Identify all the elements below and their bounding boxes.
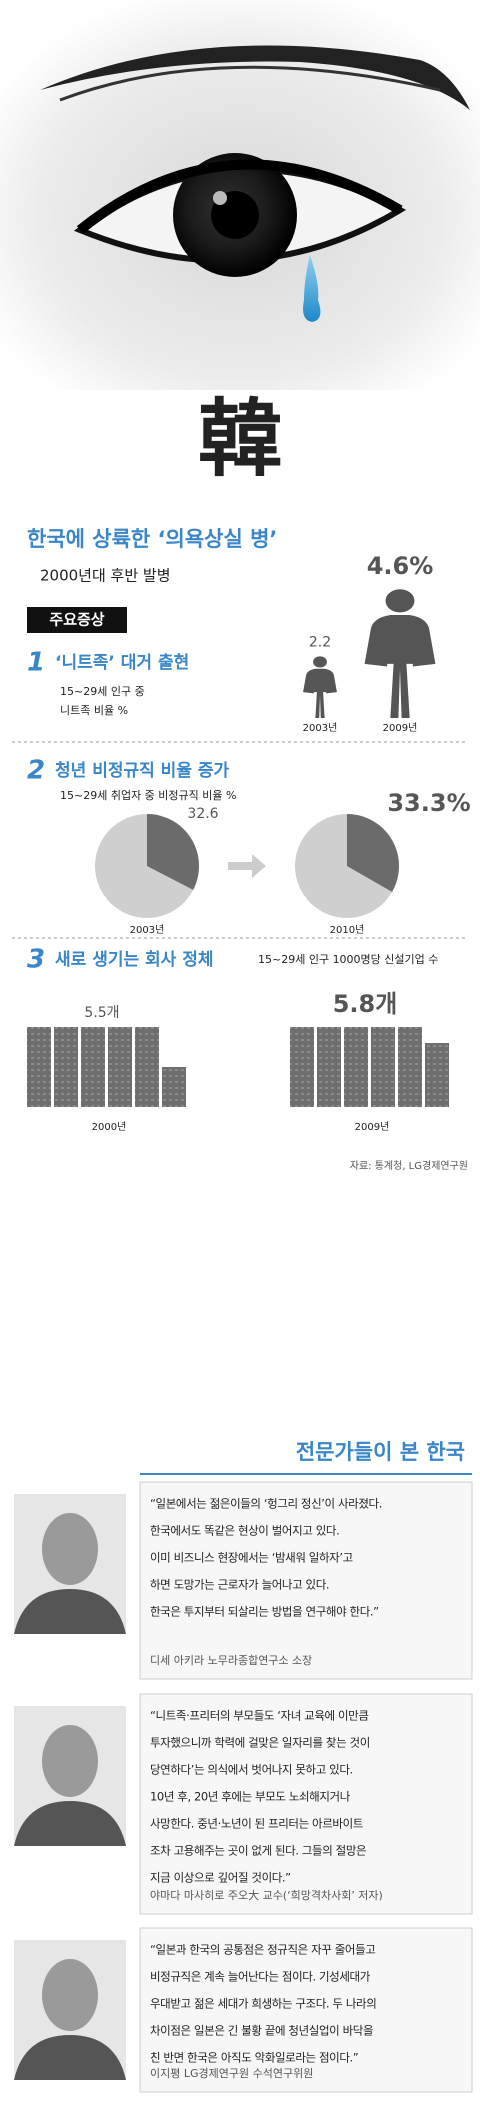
person-figure [364, 589, 436, 718]
section-subtitle: 15~29세 인구 1000명당 신설기업 수 [258, 953, 438, 966]
experts-title: 전문가들이 본 한국 [296, 1440, 465, 1464]
building [317, 1027, 341, 1107]
quote-line: “일본과 한국의 공통점은 정규직은 자꾸 줄어들고 [150, 1943, 375, 1957]
expert-card: “일본에서는 젊은이들의 ‘헝그리 정신’이 사라졌다. 한국에서도 똑같은 현상… [14, 1481, 473, 1680]
building [344, 1027, 368, 1107]
building [27, 1027, 51, 1107]
portrait-body [14, 1801, 126, 1846]
building [54, 1027, 78, 1107]
symptoms-box [27, 607, 127, 633]
section-subtitle: 15~29세 인구 중 [60, 685, 145, 698]
section-title: 청년 비정규직 비율 증가 [55, 760, 230, 781]
building [371, 1027, 395, 1107]
quote-box [139, 1481, 473, 1680]
portrait-head [42, 1513, 98, 1585]
source: 자료: 통계청, LG경제연구원 [350, 1159, 468, 1172]
quote-line: 이미 비즈니스 현장에서는 ‘밤새워 일하자’고 [150, 1551, 353, 1565]
value-label: 32.6 [187, 806, 218, 822]
category-label: 2000년 [92, 1121, 127, 1133]
building [398, 1027, 422, 1107]
quote-line: 친 반면 한국은 아직도 악화일로라는 점이다.” [150, 2051, 358, 2065]
eye-illustration [0, 0, 480, 390]
building [108, 1027, 132, 1107]
expert-name: 야마다 마사히로 주오大 교수(‘희망격차사회’ 저자) [150, 1888, 383, 1902]
quote-box [139, 1927, 473, 2093]
quote-line: 한국에서도 똑같은 현상이 벌어지고 있다. [150, 1524, 339, 1538]
section-title: 새로 생기는 회사 정체 [55, 950, 214, 970]
quote-line: 우대받고 젊은 세대가 희생하는 구조다. 두 나라의 [150, 1997, 376, 2011]
building [81, 1027, 105, 1107]
portrait-body [14, 1589, 126, 1634]
value-label: 5.8개 [333, 990, 398, 1018]
quote-line: 당연하다’는 의식에서 벗어나지 못하고 있다. [150, 1763, 353, 1777]
value-label: 2.2 [309, 634, 331, 650]
expert-name: 이지평 LG경제연구원 수석연구위원 [150, 2067, 313, 2080]
category-label: 2010년 [330, 924, 365, 936]
building [290, 1027, 314, 1107]
portrait-head [42, 1959, 98, 2031]
value-label: 5.5개 [84, 1005, 119, 1021]
section-number: 1 [27, 648, 45, 678]
value-label: 33.3% [387, 789, 470, 817]
section-subtitle: 15~29세 취업자 중 비정규직 비율 % [60, 789, 236, 802]
category-label: 2009년 [383, 722, 418, 734]
quote-box [139, 1693, 473, 1915]
building [135, 1027, 159, 1107]
quote-line: 10년 후, 20년 후에는 부모도 노쇠해지거나 [150, 1790, 351, 1804]
quote-line: “일본에서는 젊은이들의 ‘헝그리 정신’이 사라졌다. [150, 1497, 382, 1511]
quote-line: 조차 고용해주는 곳이 없게 된다. 그들의 절망은 [150, 1844, 366, 1858]
section-title: ‘니트족’ 대거 출현 [55, 653, 189, 673]
section-number: 2 [27, 756, 45, 786]
subtitle: 2000년대 후반 발병 [40, 567, 171, 585]
pie-slice [347, 814, 400, 892]
symptoms-label: 주요증상 [49, 611, 104, 629]
quote-line: “니트족·프리터의 부모들도 ‘자녀 교육에 이만큼 [150, 1709, 369, 1723]
title: 한국에 상륙한 ‘의욕상실 병’ [27, 527, 277, 551]
quote-line: 하면 도망가는 근로자가 늘어나고 있다. [150, 1578, 329, 1592]
title-char: 韓 [198, 390, 282, 488]
quote-line: 지금 이상으로 깊어질 것이다.” [150, 1871, 291, 1885]
quote-line: 투자했으니까 학력에 걸맞은 일자리를 찾는 것이 [150, 1736, 370, 1750]
arrow [228, 854, 266, 878]
person-figure [303, 656, 337, 718]
quote-line: 한국은 투지부터 되살리는 방법을 연구해야 한다.” [150, 1605, 379, 1619]
section-subtitle: 니트족 비율 % [60, 704, 128, 717]
quote-line: 사망한다. 중년·노년이 된 프리터는 아르바이트 [150, 1817, 363, 1831]
value-label: 4.6% [367, 552, 434, 580]
pie-slice [147, 814, 199, 890]
portrait-body [14, 2035, 126, 2080]
quote-line: 비정규직은 계속 늘어난다는 점이다. 기성세대가 [150, 1970, 371, 1984]
expert-name: 디세 아키라 노무라종합연구소 소장 [150, 1654, 312, 1667]
building [425, 1043, 449, 1107]
building [162, 1067, 186, 1107]
category-label: 2003년 [130, 924, 165, 936]
portrait-head [42, 1725, 98, 1797]
section-number: 3 [27, 945, 45, 975]
category-label: 2009년 [355, 1121, 390, 1133]
quote-line: 차이점은 일본은 긴 불황 끝에 청년실업이 바닥을 [150, 2024, 373, 2038]
category-label: 2003년 [303, 722, 338, 734]
